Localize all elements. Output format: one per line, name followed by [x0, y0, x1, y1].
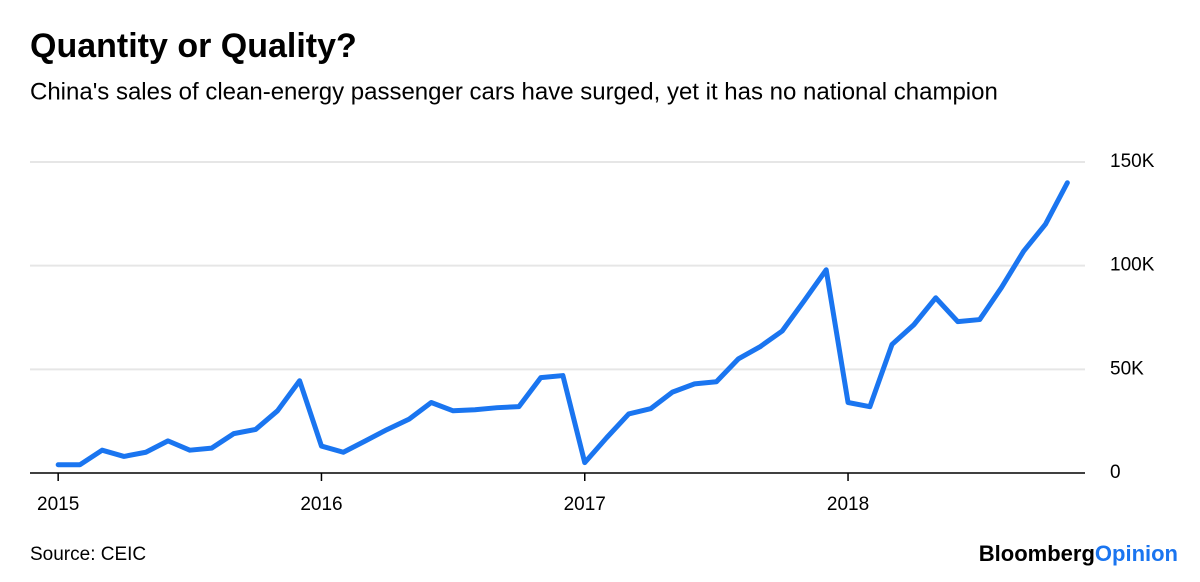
y-tick-label: 150K: [1110, 151, 1155, 172]
x-tick-label: 2016: [300, 494, 342, 515]
y-tick-label: 100K: [1110, 255, 1155, 276]
y-tick-label: 50K: [1110, 358, 1144, 379]
x-tick-label: 2015: [37, 494, 79, 515]
chart-title: Quantity or Quality?: [30, 27, 357, 65]
brand-suffix: Opinion: [1095, 541, 1178, 566]
brand: BloombergOpinion: [979, 541, 1178, 566]
series-line: [55, 180, 1070, 468]
source: Source: CEIC: [30, 544, 146, 565]
brand-name: Bloomberg: [979, 541, 1095, 566]
chart-subtitle: China's sales of clean-energy passenger …: [30, 78, 998, 105]
x-tick-label: 2018: [827, 494, 869, 515]
x-tick-label: 2017: [564, 494, 606, 515]
y-tick-label: 0: [1110, 462, 1121, 483]
